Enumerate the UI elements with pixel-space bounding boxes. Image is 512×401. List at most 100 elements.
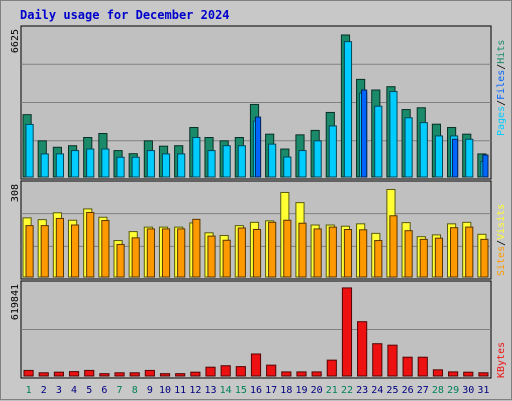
legend-middle-item-1: / <box>496 240 507 246</box>
day-label-14: 14 <box>220 385 232 396</box>
legend-top-item-2: Files <box>496 70 507 100</box>
day-label-16: 16 <box>250 385 262 396</box>
day-label-24: 24 <box>371 385 383 396</box>
bar-sites-day-31 <box>480 238 489 278</box>
day-label-15: 15 <box>235 385 247 396</box>
day-label-1: 1 <box>26 385 32 396</box>
bar-sites-day-29 <box>450 227 459 278</box>
bar-files-day-6 <box>101 148 110 178</box>
bar-kbytes-day-17 <box>266 364 277 377</box>
bar-kbytes-day-12 <box>190 371 201 377</box>
bar-kbytes-day-27 <box>417 356 428 377</box>
bar-kbytes-day-2 <box>38 372 49 377</box>
bar-files-day-15 <box>237 145 246 178</box>
bar-files-day-1 <box>25 123 34 178</box>
bar-sites-day-18 <box>283 219 292 278</box>
bar-sites-day-9 <box>146 228 155 278</box>
bar-sites-day-12 <box>192 218 201 278</box>
day-label-29: 29 <box>447 385 459 396</box>
bar-sites-day-30 <box>465 226 474 278</box>
bar-sites-day-22 <box>343 229 353 278</box>
day-label-30: 30 <box>462 385 474 396</box>
bar-sites-day-17 <box>268 221 277 278</box>
bar-files-day-11 <box>177 153 186 178</box>
day-label-22: 22 <box>341 385 353 396</box>
bar-kbytes-day-7 <box>114 372 125 377</box>
bar-kbytes-day-10 <box>159 373 171 377</box>
bar-sites-day-24 <box>374 240 383 278</box>
bar-pages-day-31 <box>482 154 489 178</box>
bar-kbytes-day-9 <box>144 369 155 377</box>
bar-sites-day-8 <box>131 237 140 278</box>
bar-files-day-5 <box>86 148 95 178</box>
bar-files-day-17 <box>268 143 277 178</box>
bar-sites-day-19 <box>298 222 307 278</box>
legend-bottom-item-0: KBytes <box>496 342 507 378</box>
bar-kbytes-day-30 <box>463 371 474 377</box>
bar-files-day-8 <box>131 156 140 178</box>
day-label-18: 18 <box>280 385 292 396</box>
bar-files-day-14 <box>222 145 231 178</box>
bar-kbytes-day-8 <box>129 372 140 377</box>
bar-kbytes-day-31 <box>478 372 489 377</box>
day-label-28: 28 <box>432 385 444 396</box>
bar-files-day-12 <box>192 137 201 178</box>
bar-kbytes-day-22 <box>341 287 353 377</box>
bar-files-day-2 <box>40 153 49 178</box>
legend-bottom: KBytes <box>496 342 507 378</box>
bar-kbytes-day-28 <box>432 369 444 377</box>
bar-kbytes-day-25 <box>387 344 398 377</box>
bar-files-day-28 <box>434 135 444 178</box>
bar-sites-day-23 <box>359 229 368 278</box>
bar-sites-day-21 <box>328 226 337 278</box>
day-label-7: 7 <box>117 385 123 396</box>
legend-middle-item-0: Sites <box>496 246 507 276</box>
bar-kbytes-day-18 <box>281 371 292 377</box>
bar-kbytes-day-13 <box>205 366 216 377</box>
day-label-12: 12 <box>189 385 201 396</box>
bar-kbytes-day-15 <box>235 366 246 377</box>
day-label-25: 25 <box>386 385 398 396</box>
day-label-9: 9 <box>147 385 153 396</box>
bar-files-day-22 <box>343 41 353 178</box>
bar-files-day-13 <box>207 150 216 178</box>
bar-files-day-24 <box>374 105 383 178</box>
bar-sites-day-14 <box>222 239 231 278</box>
bar-sites-day-2 <box>40 225 49 278</box>
day-label-27: 27 <box>417 385 429 396</box>
legend-top: Pages/Files/Hits <box>496 40 507 136</box>
bar-sites-day-27 <box>419 238 428 278</box>
page-title: Daily usage for December 2024 <box>20 8 230 22</box>
legend-top-item-4: Hits <box>496 40 507 64</box>
bar-kbytes-day-24 <box>372 343 383 377</box>
bar-pages-day-29 <box>452 138 459 178</box>
day-label-5: 5 <box>86 385 92 396</box>
day-label-21: 21 <box>326 385 338 396</box>
bar-sites-day-28 <box>434 237 444 278</box>
bar-kbytes-day-26 <box>402 356 413 377</box>
bar-sites-day-15 <box>237 227 246 278</box>
bar-sites-day-7 <box>116 243 125 278</box>
bar-sites-day-4 <box>70 224 80 278</box>
day-label-17: 17 <box>265 385 277 396</box>
bar-files-day-7 <box>116 156 125 178</box>
bar-files-day-26 <box>404 117 413 178</box>
bar-kbytes-day-16 <box>250 353 262 377</box>
day-label-8: 8 <box>132 385 138 396</box>
day-label-20: 20 <box>311 385 323 396</box>
bar-sites-day-25 <box>389 215 398 278</box>
bar-files-day-21 <box>328 125 337 178</box>
legend-top-item-3: / <box>496 64 507 70</box>
bar-sites-day-11 <box>177 228 186 278</box>
bar-files-day-25 <box>389 91 398 178</box>
y-max-label: 308 <box>10 184 21 202</box>
bar-sites-day-16 <box>252 229 262 278</box>
day-label-2: 2 <box>41 385 47 396</box>
day-label-26: 26 <box>402 385 414 396</box>
bar-pages-day-23 <box>361 89 368 178</box>
legend-middle-item-2: Visits <box>496 204 507 240</box>
legend-top-item-0: Pages <box>496 106 507 136</box>
day-label-19: 19 <box>295 385 307 396</box>
bar-files-day-9 <box>146 150 155 178</box>
